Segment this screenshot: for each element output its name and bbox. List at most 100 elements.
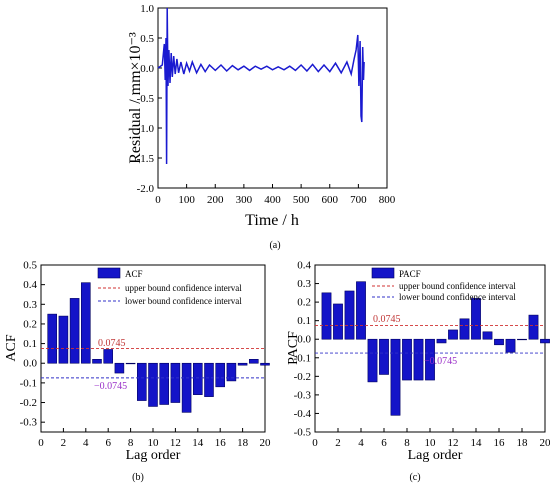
acf-bar [69,298,80,364]
acf-bar [193,362,203,395]
pacf-x-tick-label: 4 [358,437,364,449]
acf-bar [58,315,69,364]
acf-x-tick-label: 14 [192,437,204,449]
residual-line-chart: -2.0 -1.5 -1.0 -0.5 0.0 0.5 1.0 0 100 200 300 400 5… [127,3,396,251]
acf-bar [237,362,248,366]
residual-y-tick-label: 1.0 [140,3,154,15]
caption-a: (a) [269,240,280,251]
caption-c: (c) [409,472,420,483]
acf-upper-bound-value: 0.0745 [98,338,126,349]
acf-y-tick-label: 0.5 [23,260,37,272]
acf-y-tick-label: 0.2 [23,318,37,330]
residual-x-tick-label: 700 [350,194,367,206]
acf-bar [215,362,225,388]
pacf-bar [425,338,435,381]
pacf-y-tick-label: -0.1 [294,352,311,364]
acf-bar-chart: -0.3 -0.2 -0.1 0.0 0.1 0.2 0.3 0.4 0.5 0 2 4 6 8 10 12… [4,260,271,484]
residual-x-tick-label: 500 [293,194,310,206]
residual-y-tick-label: -1.5 [137,153,155,165]
pacf-x-tick-label: 16 [494,437,506,449]
acf-bar [125,362,136,365]
acf-legend-swatch [97,267,121,279]
pacf-bar [413,338,424,381]
pacf-x-tick-label: 8 [404,437,410,449]
residual-x-tick-label: 300 [236,194,253,206]
acf-bar [47,313,57,364]
pacf-x-tick-label: 6 [381,437,387,449]
acf-bar [249,359,259,364]
pacf-bar [390,338,401,416]
residual-series-line [157,7,365,165]
acf-y-axis-label: ACF [4,334,19,361]
acf-y-tick-label: -0.1 [20,377,37,389]
pacf-bar-chart: -0.5 -0.4 -0.3 -0.2 -0.1 0.0 0.1 0.2 0.3 0.4 0 2 4 6… [286,260,550,484]
acf-x-tick-label: 20 [260,437,272,449]
acf-bar [159,362,169,405]
pacf-legend-series: PACF [399,269,421,279]
pacf-bar [436,338,447,344]
pacf-bar [448,329,458,340]
pacf-bar [367,338,378,383]
pacf-y-tick-label: -0.3 [294,389,312,401]
acf-bar [137,362,147,401]
acf-x-tick-label: 16 [215,437,227,449]
residual-y-tick-label: 0.5 [140,33,154,45]
pacf-legend-upper: upper bound confidence interval [399,281,516,291]
residual-y-tick-label: -1.0 [137,123,155,135]
pacf-y-tick-label: 0.1 [297,315,311,327]
caption-b: (b) [132,472,144,483]
acf-x-tick-label: 18 [237,437,249,449]
pacf-bar [321,292,332,340]
acf-y-tick-label: 0.4 [23,279,37,291]
pacf-y-tick-label: 0.0 [297,334,311,346]
acf-bar [81,282,91,364]
residual-x-tick-label: 0 [155,194,161,206]
pacf-bar [494,338,504,346]
pacf-x-tick-label: 0 [312,437,318,449]
acf-y-tick-label: -0.2 [20,397,37,409]
acf-x-tick-label: 6 [105,437,111,449]
acf-bar [114,362,125,374]
acf-x-tick-label: 10 [148,437,160,449]
pacf-bar [402,338,412,381]
acf-x-tick-label: 2 [61,437,67,449]
acf-x-axis-label: Lag order [126,448,181,463]
pacf-x-tick-label: 10 [425,437,437,449]
pacf-bar [471,298,481,340]
residual-x-tick-label: 600 [322,194,339,206]
pacf-y-tick-label: -0.5 [294,427,312,439]
acf-legend-upper: upper bound confidence interval [125,283,242,293]
acf-bar [260,362,270,366]
residual-x-axis-label: Time / h [245,212,299,229]
acf-bar [148,362,158,407]
acf-legend-lower: lower bound confidence interval [125,296,242,306]
residual-x-tick-label: 100 [178,194,195,206]
pacf-bar [379,338,389,375]
acf-x-tick-label: 8 [128,437,134,449]
pacf-bar [459,318,470,340]
acf-bar [92,359,102,364]
pacf-bar [356,281,366,340]
acf-bar [204,362,214,397]
acf-bar [181,362,192,413]
acf-x-tick-label: 4 [83,437,89,449]
acf-bar [103,349,113,364]
residual-x-tick-label: 800 [379,194,396,206]
residual-x-tick-label: 200 [207,194,224,206]
pacf-x-tick-label: 20 [540,437,550,449]
acf-y-tick-label: -0.3 [20,417,38,429]
acf-y-tick-label: 0.0 [23,358,37,370]
pacf-x-tick-label: 14 [471,437,483,449]
pacf-y-axis-label: PACF [286,331,301,365]
residual-y-tick-label: -2.0 [137,183,155,195]
pacf-upper-bound-value: 0.0745 [373,314,401,325]
pacf-bar [333,303,343,340]
pacf-lower-bound-value: −0.0745 [424,356,457,367]
pacf-legend-swatch [371,267,395,279]
acf-legend-series: ACF [125,269,143,279]
acf-y-tick-label: 0.3 [23,299,37,311]
pacf-bar [517,338,527,341]
residual-y-tick-label: 0.0 [140,63,154,75]
pacf-bar [505,338,516,353]
acf-x-tick-label: 0 [38,437,44,449]
